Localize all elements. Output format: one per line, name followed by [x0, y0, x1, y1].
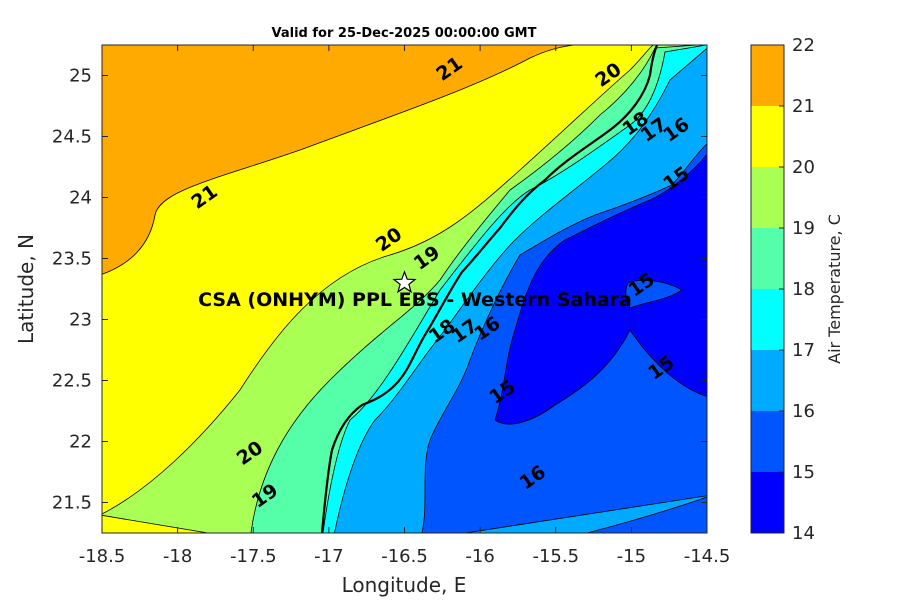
- y-tick-label-1: 22: [69, 432, 92, 453]
- colorbar-tick-label-7: 21: [792, 96, 815, 117]
- colorbar-tick-label-0: 14: [792, 523, 815, 544]
- x-tick-label-4: -16.5: [381, 546, 428, 567]
- y-tick-label-0: 21.5: [52, 493, 92, 514]
- colorbar-swatch-17: [751, 289, 784, 350]
- colorbar-tick-label-2: 16: [792, 401, 815, 422]
- y-axis-ticks: 21.5 22 22.5 23 23.5 24 24.5 25: [52, 66, 707, 514]
- x-tick-label-5: -16: [465, 546, 494, 567]
- colorbar-tick-label-1: 15: [792, 462, 815, 483]
- contour-cold-pocket-15: [625, 279, 683, 309]
- colorbar-swatch-19: [751, 167, 784, 228]
- plot-area: [102, 45, 707, 533]
- x-tick-label-1: -18: [163, 546, 192, 567]
- colorbar-swatch-18: [751, 228, 784, 289]
- colorbar-tick-label-5: 19: [792, 218, 815, 239]
- x-tick-label-2: -17.5: [230, 546, 277, 567]
- colorbar-swatch-15: [751, 411, 784, 472]
- y-tick-label-7: 25: [69, 66, 92, 87]
- colorbar-swatch-16: [751, 350, 784, 411]
- colorbar-tick-label-6: 20: [792, 157, 815, 178]
- colorbar-label: Air Temperature, C: [825, 214, 844, 364]
- colorbar-swatch-21: [751, 45, 784, 106]
- site-marker-group: CSA (ONHYM) PPL EBS - Western Sahara: [198, 270, 632, 311]
- site-star-icon: [392, 270, 417, 294]
- chart-title: Valid for 25-Dec-2025 00:00:00 GMT: [272, 26, 537, 41]
- colorbar-swatch-14: [751, 472, 784, 533]
- x-tick-label-0: -18.5: [79, 546, 126, 567]
- contour-band-below-14: [494, 153, 707, 425]
- colorbar-tick-label-8: 22: [792, 35, 815, 56]
- colorbar-tick-label-3: 17: [792, 340, 815, 361]
- y-axis-label: Latitude, N: [14, 234, 38, 344]
- y-tick-label-3: 23: [69, 310, 92, 331]
- coastline: [320, 45, 659, 533]
- x-tick-label-7: -15: [617, 546, 646, 567]
- x-tick-label-3: -17: [314, 546, 343, 567]
- site-label: CSA (ONHYM) PPL EBS - Western Sahara: [198, 289, 632, 311]
- x-axis-label: Longitude, E: [342, 573, 467, 597]
- x-tick-label-6: -15.5: [532, 546, 579, 567]
- x-axis-ticks: -18.5 -18 -17.5 -17 -16.5 -16 -15.5 -15 -14.5: [79, 45, 731, 567]
- colorbar: 14 15 16 17 18 19 20 21 22: [750, 35, 815, 544]
- y-tick-label-2: 22.5: [52, 371, 92, 392]
- x-tick-label-8: -14.5: [684, 546, 731, 567]
- colorbar-tick-label-4: 18: [792, 279, 815, 300]
- y-tick-label-6: 24.5: [52, 127, 92, 148]
- y-tick-label-5: 24: [69, 188, 92, 209]
- y-tick-label-4: 23.5: [52, 249, 92, 270]
- colorbar-swatch-20: [751, 106, 784, 167]
